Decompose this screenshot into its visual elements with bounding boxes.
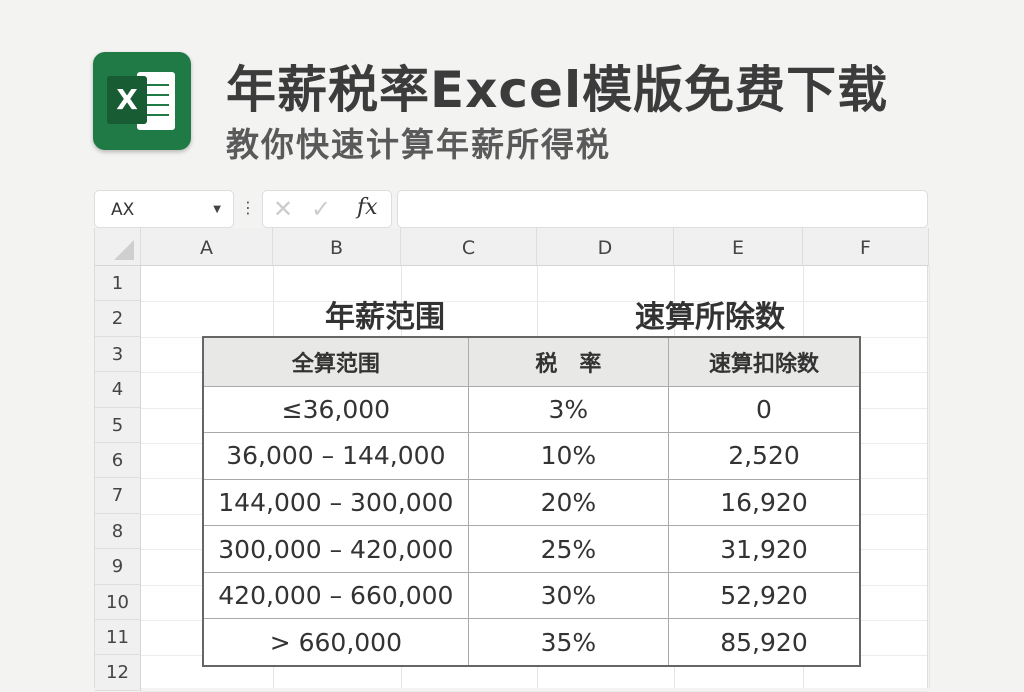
row-header-6[interactable]: 6 — [95, 443, 141, 479]
formula-input[interactable] — [397, 190, 928, 228]
table-cell[interactable]: 35% — [467, 618, 670, 667]
row-header-8[interactable]: 8 — [95, 513, 141, 550]
section-title-right: 速算所除数 — [635, 300, 785, 335]
chevron-down-icon[interactable]: ▼ — [213, 204, 221, 215]
table-cell[interactable]: 20% — [467, 478, 670, 527]
row-header-5[interactable]: 5 — [95, 407, 141, 443]
table-header-cell: 税 率 — [467, 336, 670, 387]
row-header-4[interactable]: 4 — [95, 372, 141, 408]
name-box-value: AX — [111, 200, 135, 220]
table-cell[interactable]: 300,000 – 420,000 — [202, 525, 469, 573]
table-cell[interactable]: 0 — [668, 385, 861, 434]
check-icon[interactable]: ✓ — [311, 195, 332, 223]
table-cell[interactable]: ≤36,000 — [202, 385, 469, 434]
tax-rate-table: 全算范围税 率速算扣除数 ≤36,000 3% 0 36,000 – 144,000 1… — [202, 336, 861, 667]
table-row: 144,000 – 300,000 20% 16,920 — [202, 478, 861, 527]
table-cell[interactable]: 144,000 – 300,000 — [202, 478, 469, 527]
table-header-cell: 速算扣除数 — [668, 336, 861, 387]
table-row: 420,000 – 660,000 30% 52,920 — [202, 571, 861, 620]
row-header-10[interactable]: 10 — [95, 584, 141, 620]
row-header-12[interactable]: 12 — [95, 655, 141, 691]
grid-line — [929, 266, 930, 688]
table-header-cell: 全算范围 — [202, 336, 469, 387]
table-row: > 660,000 35% 85,920 — [202, 618, 861, 667]
name-box[interactable]: AX ▼ — [94, 190, 234, 228]
table-cell[interactable]: 420,000 – 660,000 — [202, 571, 469, 620]
row-header-9[interactable]: 9 — [95, 549, 141, 585]
grid-line — [141, 301, 927, 303]
table-cell[interactable]: 85,920 — [668, 618, 861, 667]
table-cell[interactable]: 25% — [467, 525, 670, 573]
row-header-2[interactable]: 2 — [95, 301, 141, 337]
cancel-icon[interactable]: ✕ — [273, 195, 294, 223]
formula-controls: ✕ ✓ fx — [262, 190, 392, 228]
section-title-left: 年薪范围 — [325, 300, 445, 335]
column-header-E[interactable]: E — [674, 228, 803, 266]
table-cell[interactable]: 2,520 — [668, 432, 861, 480]
excel-logo-icon: X — [93, 52, 191, 150]
table-cell[interactable]: 10% — [467, 432, 670, 480]
select-all-corner[interactable] — [95, 228, 141, 266]
insert-function-icon[interactable]: fx — [357, 195, 378, 220]
row-header-11[interactable]: 11 — [95, 620, 141, 656]
column-header-B[interactable]: B — [273, 228, 401, 266]
row-header-7[interactable]: 7 — [95, 478, 141, 514]
table-row: 300,000 – 420,000 25% 31,920 — [202, 525, 861, 573]
table-cell[interactable]: 3% — [467, 385, 670, 434]
table-row: ≤36,000 3% 0 — [202, 385, 861, 434]
column-header-D[interactable]: D — [537, 228, 674, 266]
table-cell[interactable]: 30% — [467, 571, 670, 620]
column-header-A[interactable]: A — [141, 228, 273, 266]
column-header-C[interactable]: C — [401, 228, 537, 266]
table-row: 36,000 – 144,000 10% 2,520 — [202, 432, 861, 480]
page-title: 年薪税率Excel模版免费下载 — [226, 61, 889, 119]
page-subtitle: 教你快速计算年薪所得税 — [226, 125, 611, 164]
table-cell[interactable]: 52,920 — [668, 571, 861, 620]
row-header-1[interactable]: 1 — [95, 266, 141, 302]
table-cell[interactable]: 16,920 — [668, 478, 861, 527]
table-cell[interactable]: 36,000 – 144,000 — [202, 432, 469, 480]
table-cell[interactable]: 31,920 — [668, 525, 861, 573]
column-header-F[interactable]: F — [803, 228, 929, 266]
row-header-3[interactable]: 3 — [95, 336, 141, 373]
more-options-icon[interactable]: ⋮ — [240, 198, 256, 217]
table-cell[interactable]: > 660,000 — [202, 618, 469, 667]
